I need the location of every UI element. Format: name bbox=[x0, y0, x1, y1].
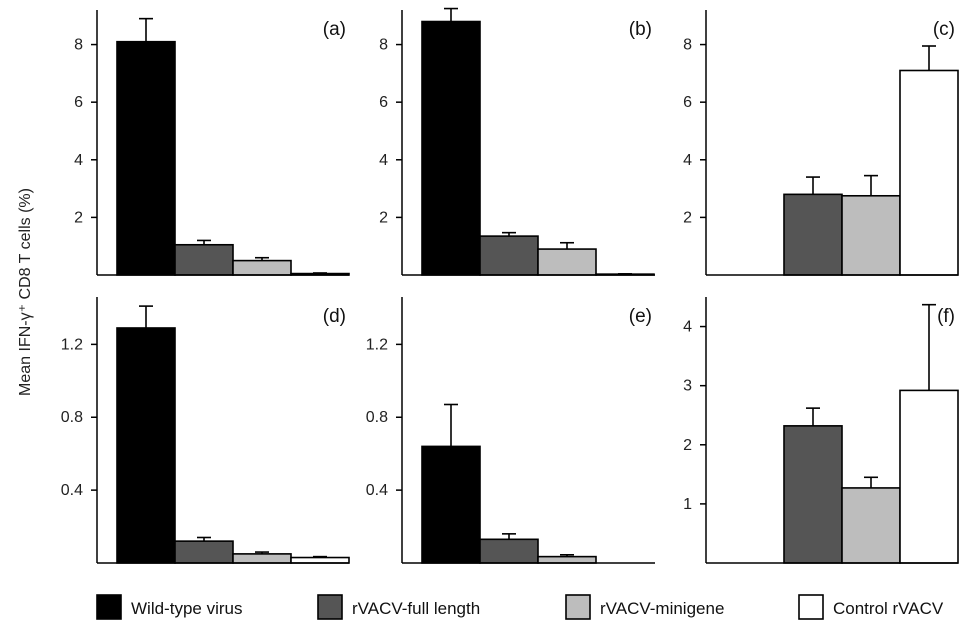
bar-1 bbox=[421, 20, 481, 276]
legend-swatch-4 bbox=[798, 594, 824, 620]
legend-label-1: Wild-type virus bbox=[131, 599, 242, 618]
bar-4 bbox=[899, 69, 959, 276]
bar-3 bbox=[841, 194, 901, 276]
panel-label: (a) bbox=[323, 19, 346, 40]
y-tick-label: 2 bbox=[683, 209, 692, 226]
legend-label-3: rVACV-minigene bbox=[600, 599, 724, 618]
y-tick-label: 0.8 bbox=[366, 409, 388, 426]
bar-3 bbox=[232, 259, 292, 276]
chart-panels: 2 4 6 8 (a) 2 4 6 8 (b) 2 4 6 8 (c) 0.4 0.8 1.2 (d) 0.4 0.8 1… bbox=[61, 7, 959, 564]
y-tick-label: 4 bbox=[74, 152, 83, 169]
legend-label-2: rVACV-full length bbox=[352, 599, 480, 618]
y-tick-label: 4 bbox=[683, 319, 692, 336]
y-tick-label: 6 bbox=[683, 94, 692, 111]
y-tick-label: 8 bbox=[683, 37, 692, 54]
y-axis-label: Mean IFN-γ⁺ CD8 T cells (%) bbox=[17, 188, 34, 396]
y-tick-label: 3 bbox=[683, 378, 692, 395]
panel-label: (d) bbox=[323, 306, 346, 327]
y-tick-label: 1.2 bbox=[61, 336, 83, 353]
bar-1 bbox=[421, 445, 481, 564]
y-tick-label: 1 bbox=[683, 496, 692, 513]
panel-label: (b) bbox=[629, 19, 652, 40]
panel-f: 1 2 3 4 (f) bbox=[683, 297, 959, 564]
legend-swatch-1 bbox=[96, 594, 122, 620]
bar-4 bbox=[290, 556, 350, 564]
y-tick-label: 2 bbox=[74, 209, 83, 226]
panel-label: (c) bbox=[933, 19, 955, 40]
bar-3 bbox=[841, 487, 901, 564]
y-tick-label: 6 bbox=[379, 94, 388, 111]
bar-3 bbox=[537, 248, 597, 276]
panel-a: 2 4 6 8 (a) bbox=[74, 10, 350, 276]
y-tick-label: 6 bbox=[74, 94, 83, 111]
bar-3 bbox=[537, 555, 597, 564]
y-tick-label: 4 bbox=[683, 152, 692, 169]
bar-4 bbox=[899, 389, 959, 564]
bar-2 bbox=[174, 540, 234, 564]
panel-label: (f) bbox=[937, 306, 955, 327]
bar-1 bbox=[116, 327, 176, 564]
bar-2 bbox=[783, 425, 843, 564]
panel-label: (e) bbox=[629, 306, 652, 327]
y-tick-label: 8 bbox=[74, 37, 83, 54]
y-tick-label: 0.4 bbox=[366, 482, 388, 499]
bar-2 bbox=[479, 235, 539, 276]
panel-c: 2 4 6 8 (c) bbox=[683, 10, 959, 276]
legend-swatch-2 bbox=[317, 594, 343, 620]
bar-3 bbox=[232, 553, 292, 564]
legend-label-4: Control rVACV bbox=[833, 599, 944, 618]
bar-2 bbox=[174, 243, 234, 276]
y-tick-label: 0.8 bbox=[61, 409, 83, 426]
bar-1 bbox=[116, 40, 176, 276]
panel-d: 0.4 0.8 1.2 (d) bbox=[61, 297, 350, 564]
y-tick-label: 4 bbox=[379, 152, 388, 169]
panel-b: 2 4 6 8 (b) bbox=[379, 7, 655, 276]
legend-swatch-3 bbox=[565, 594, 591, 620]
bar-2 bbox=[479, 538, 539, 564]
legend: Wild-type virus rVACV-full length rVACV-mi… bbox=[96, 594, 944, 620]
y-tick-label: 8 bbox=[379, 37, 388, 54]
bar-2 bbox=[783, 193, 843, 276]
y-tick-label: 0.4 bbox=[61, 482, 83, 499]
y-tick-label: 2 bbox=[683, 437, 692, 454]
y-tick-label: 2 bbox=[379, 209, 388, 226]
y-tick-label: 1.2 bbox=[366, 336, 388, 353]
panel-e: 0.4 0.8 1.2 (e) bbox=[366, 297, 655, 564]
